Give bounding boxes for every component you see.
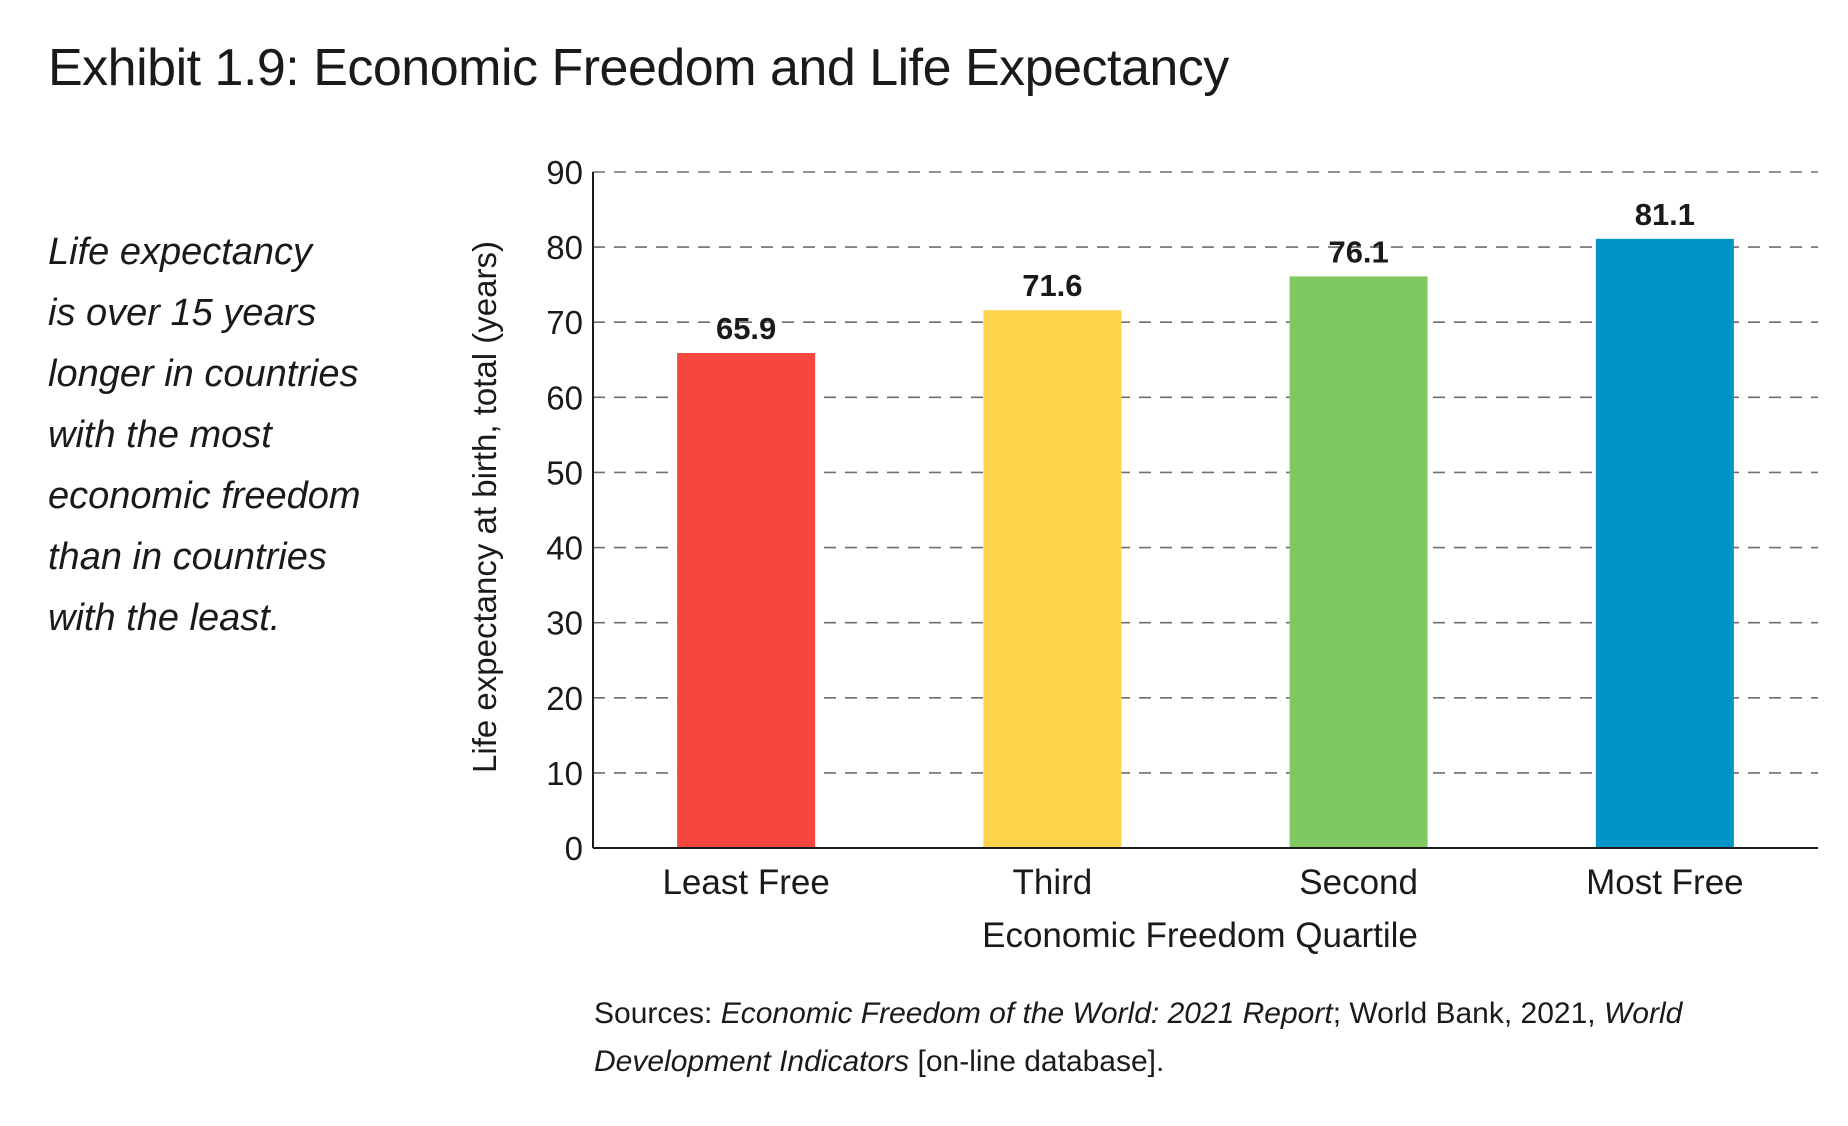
sources-indicators-title-cont: Development Indicators: [594, 1045, 910, 1078]
callout-line: longer in countries: [48, 353, 359, 395]
bar: [1595, 238, 1734, 849]
x-tick-label: Most Free: [1586, 863, 1744, 902]
sources-report-title: Economic Freedom of the World: 2021 Repo…: [720, 997, 1333, 1030]
sources-suffix: [on-line database].: [909, 1045, 1165, 1078]
data-label: 76.1: [1328, 234, 1388, 269]
gridlines: [593, 171, 1818, 774]
y-tick-label: 80: [546, 229, 583, 266]
bar-chart: 0 10 20 30 40 50 60 70 80 90 65.9 Least Free 71.6 Thi…: [466, 154, 1818, 955]
callout-text: Life expectancy is over 15 years longer …: [48, 222, 408, 649]
y-tick-label: 30: [546, 605, 583, 642]
sources-prefix: Sources:: [594, 997, 721, 1030]
bars: [677, 238, 1734, 849]
y-tick-label: 90: [546, 154, 583, 191]
data-label: 71.6: [1022, 268, 1082, 303]
callout-line: than in countries: [48, 536, 327, 578]
callout-line: with the least.: [48, 597, 281, 639]
x-tick-label: Third: [1013, 863, 1093, 902]
axes: [592, 172, 1818, 849]
chart-title: Exhibit 1.9: Economic Freedom and Life E…: [48, 39, 1229, 97]
sources-note: Sources: Economic Freedom of the World: …: [594, 990, 1794, 1086]
bar: [677, 353, 816, 848]
callout-line: economic freedom: [48, 475, 361, 517]
data-label: 65.9: [716, 311, 776, 346]
y-tick-label: 50: [546, 454, 583, 491]
bar: [1289, 276, 1428, 849]
bar: [983, 310, 1122, 848]
y-axis-label: Life expectancy at birth, total (years): [466, 241, 503, 773]
sources-middle: ; World Bank, 2021,: [1332, 997, 1604, 1030]
x-axis-label: Economic Freedom Quartile: [982, 916, 1418, 955]
data-label: 81.1: [1635, 197, 1695, 232]
y-tick-label: 20: [546, 680, 583, 717]
y-tick-label: 0: [565, 830, 583, 867]
callout-line: with the most: [48, 414, 272, 456]
x-tick-label: Second: [1299, 863, 1418, 902]
y-tick-label: 60: [546, 379, 583, 416]
y-tick-label: 10: [546, 755, 583, 792]
labels: 0 10 20 30 40 50 60 70 80 90 65.9 Least Free 71.6 Thi…: [546, 154, 1743, 902]
sources-indicators-title: World: [1603, 997, 1683, 1030]
y-tick-label: 70: [546, 304, 583, 341]
callout-line: is over 15 years: [48, 292, 317, 334]
callout-line: Life expectancy: [48, 231, 313, 273]
y-tick-label: 40: [546, 530, 583, 567]
x-tick-label: Least Free: [662, 863, 829, 902]
